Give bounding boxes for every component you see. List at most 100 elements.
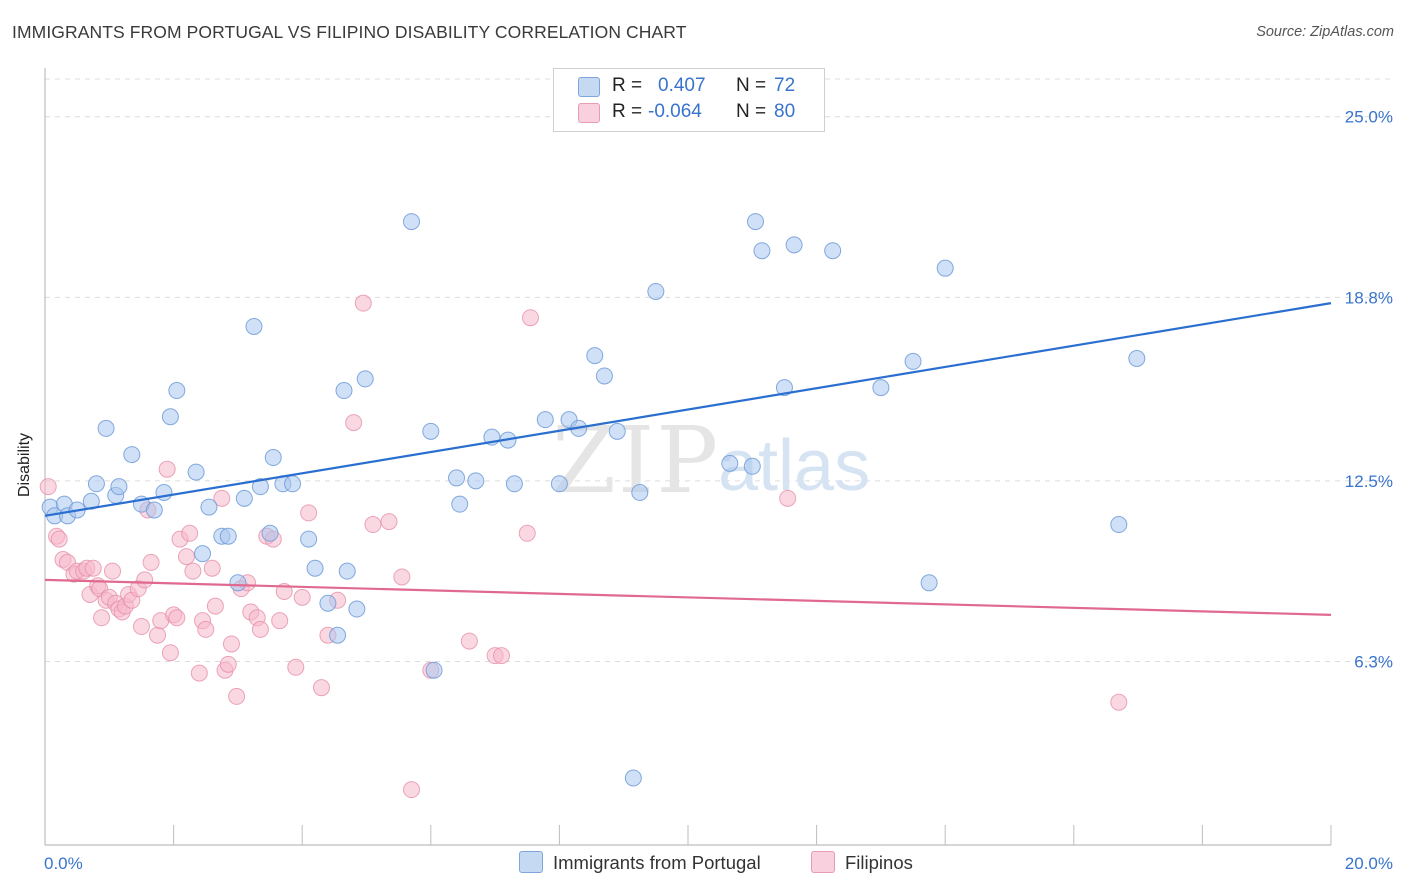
filipinos-point — [779, 489, 797, 507]
portugal-point — [319, 594, 337, 612]
portugal-point — [356, 370, 374, 388]
portugal-point — [229, 574, 247, 592]
filipinos-point — [203, 559, 221, 577]
filipinos-point — [271, 612, 289, 630]
grid-lines — [45, 78, 1395, 662]
portugal-point — [200, 498, 218, 516]
filipinos-point — [132, 618, 150, 636]
filipinos-point — [228, 687, 246, 705]
filipinos-point — [84, 559, 102, 577]
legend-r-label: R = — [612, 101, 643, 122]
filipinos-point — [136, 571, 154, 589]
portugal-point — [775, 379, 793, 397]
filipinos-point — [354, 294, 372, 312]
portugal-point — [721, 454, 739, 472]
filipinos-point — [521, 309, 539, 327]
filipinos-point — [206, 597, 224, 615]
filipinos-point — [312, 679, 330, 697]
portugal-point — [306, 559, 324, 577]
filipinos-trend-line — [44, 578, 1332, 616]
legend-swatch-pink — [578, 103, 600, 123]
portugal-point — [264, 449, 282, 467]
y-tick-label: 6.3% — [1354, 652, 1393, 671]
source-label: Source: ZipAtlas.com — [1256, 24, 1394, 40]
filipinos-point — [168, 609, 186, 627]
portugal-point — [743, 457, 761, 475]
portugal-point — [87, 475, 105, 493]
filipinos-point — [104, 562, 122, 580]
portugal-point — [936, 259, 954, 277]
portugal-point — [97, 419, 115, 437]
portugal-point — [920, 574, 938, 592]
legend-r-value: -0.064 — [648, 101, 702, 122]
legend-n-value: 72 — [774, 75, 796, 96]
filipinos-point — [177, 548, 195, 566]
bottom-legend-portugal: Immigrants from Portugal — [519, 851, 761, 877]
portugal-point — [194, 545, 212, 563]
filipinos-point — [142, 553, 160, 571]
portugal-point — [425, 661, 443, 679]
portugal-point — [123, 446, 141, 464]
portugal-point — [300, 530, 318, 548]
filipinos-point — [300, 504, 318, 522]
portugal-point — [261, 524, 279, 542]
filipinos-point — [364, 516, 382, 534]
portugal-point — [338, 562, 356, 580]
portugal-point — [608, 422, 626, 440]
portugal-point — [904, 352, 922, 370]
filipinos-point — [293, 588, 311, 606]
y-tick-label: 12.5% — [1345, 472, 1393, 491]
filipinos-point — [393, 568, 411, 586]
portugal-point — [747, 213, 765, 231]
filipinos-point — [345, 414, 363, 432]
portugal-point — [145, 501, 163, 519]
y-tick-label: 18.8% — [1345, 288, 1393, 307]
portugal-point — [595, 367, 613, 385]
bottom-legend-swatch-pink — [811, 851, 835, 873]
portugal-point — [348, 600, 366, 618]
x-tick-label: 0.0% — [44, 854, 83, 873]
portugal-point — [631, 484, 649, 502]
filipinos-point — [190, 664, 208, 682]
filipinos-point — [1110, 693, 1128, 711]
x-tick-label: 20.0% — [1345, 854, 1393, 873]
portugal-point — [235, 489, 253, 507]
portugal-point — [647, 282, 665, 300]
filipinos-point — [197, 620, 215, 638]
portugal-point — [168, 382, 186, 400]
legend-r-value: 0.407 — [658, 75, 706, 96]
portugal-point — [785, 236, 803, 254]
filipinos-point — [158, 460, 176, 478]
filipinos-point — [518, 524, 536, 542]
bottom-legend-label: Immigrants from Portugal — [553, 852, 761, 873]
portugal-point — [550, 475, 568, 493]
legend-n-label: N = — [736, 101, 767, 122]
portugal-point — [335, 382, 353, 400]
legend-n-label: N = — [736, 75, 767, 96]
watermark-atlas: atlas — [718, 426, 870, 506]
portugal-point — [187, 463, 205, 481]
portugal-point — [451, 495, 469, 513]
filipinos-point — [380, 513, 398, 531]
portugal-point — [161, 408, 179, 426]
bottom-legend-swatch-blue — [519, 851, 543, 873]
portugal-point — [284, 475, 302, 493]
portugal-point — [467, 472, 485, 490]
portugal-point — [329, 626, 347, 644]
y-tick-label: 25.0% — [1345, 108, 1393, 127]
portugal-point — [1110, 516, 1128, 534]
portugal-point — [536, 411, 554, 429]
portugal-point — [251, 478, 269, 496]
portugal-point — [110, 478, 128, 496]
filipinos-point — [222, 635, 240, 653]
filipinos-point — [50, 530, 68, 548]
pink-points — [39, 294, 1128, 799]
bottom-legend-filipinos: Filipinos — [811, 851, 913, 877]
filipinos-point — [39, 478, 57, 496]
filipinos-point — [460, 632, 478, 650]
portugal-point — [753, 242, 771, 260]
portugal-point — [245, 317, 263, 335]
portugal-point — [448, 469, 466, 487]
portugal-trend-line — [44, 302, 1332, 517]
portugal-point — [586, 347, 604, 365]
